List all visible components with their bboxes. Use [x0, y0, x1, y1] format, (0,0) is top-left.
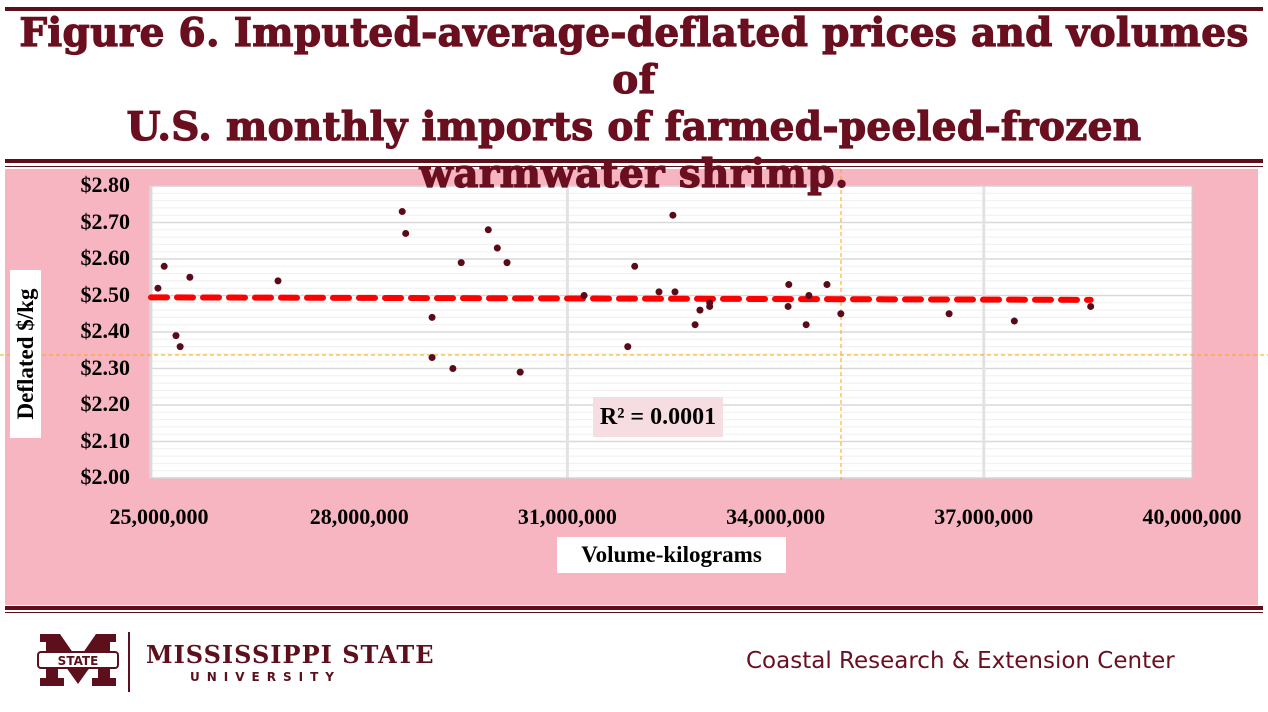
- data-point: [186, 273, 194, 281]
- data-point: [449, 365, 457, 372]
- data-point: [428, 354, 436, 362]
- data-point: [493, 244, 501, 252]
- y-tick-label: $2.00: [80, 464, 131, 489]
- data-point: [785, 281, 793, 289]
- data-point: [274, 277, 282, 285]
- data-point: [823, 281, 831, 289]
- data-point: [428, 313, 436, 321]
- x-tick-label: 34,000,000: [726, 504, 826, 529]
- title-rule: [5, 159, 1263, 163]
- data-point: [802, 321, 810, 329]
- data-point: [154, 284, 162, 292]
- data-point: [631, 262, 639, 270]
- data-point: [784, 302, 792, 310]
- data-point: [172, 332, 180, 340]
- data-point: [516, 368, 524, 376]
- data-point: [1087, 302, 1095, 310]
- footer-rule: [5, 606, 1263, 610]
- top-rule: [5, 7, 1263, 11]
- data-point: [484, 226, 492, 234]
- data-point: [669, 211, 677, 219]
- x-tick-label: 25,000,000: [109, 504, 209, 529]
- chart-title: Figure 6. Imputed-average-deflated price…: [0, 9, 1268, 198]
- plot-border: [150, 185, 1193, 479]
- university-name: MISSISSIPPI STATE: [146, 640, 435, 669]
- y-tick-label: $2.10: [80, 427, 131, 453]
- data-point: [655, 288, 663, 296]
- y-tick-label: $2.80: [80, 172, 131, 197]
- y-tick-label: $2.40: [80, 318, 131, 343]
- scatter-chart: [0, 169, 1268, 480]
- x-tick-label: 37,000,000: [934, 504, 1034, 529]
- data-point: [580, 292, 588, 299]
- data-point: [176, 343, 184, 351]
- footer-rule-thin: [5, 612, 1263, 613]
- title-line-2: U.S. monthly imports of farmed-peeled-fr…: [126, 103, 1142, 150]
- x-axis-label: Volume-kilograms: [557, 537, 786, 573]
- logo-text: STATE: [58, 654, 99, 668]
- university-subtitle: UNIVERSITY: [190, 670, 341, 684]
- data-point: [398, 208, 406, 216]
- data-point: [503, 259, 511, 267]
- footer-divider: [128, 632, 130, 692]
- data-point: [402, 229, 410, 237]
- y-tick-label: $2.70: [80, 208, 131, 234]
- data-point: [696, 306, 704, 314]
- y-tick-label: $2.60: [80, 245, 131, 270]
- y-axis-label: Deflated $/kg: [12, 288, 38, 420]
- y-tick-label: $2.20: [80, 391, 131, 416]
- y-axis-label-box: Deflated $/kg: [10, 270, 41, 438]
- title-line-1: Figure 6. Imputed-average-deflated price…: [19, 9, 1249, 103]
- data-point: [945, 310, 953, 318]
- title-rule-thin: [5, 166, 1263, 167]
- data-point: [624, 343, 632, 351]
- center-name: Coastal Research & Extension Center: [746, 648, 1175, 674]
- data-point: [691, 321, 699, 329]
- y-tick-label: $2.50: [80, 281, 131, 307]
- x-tick-label: 31,000,000: [517, 504, 617, 529]
- data-point: [837, 310, 845, 318]
- data-point: [160, 262, 168, 270]
- msu-logo-icon: STATE: [37, 634, 119, 686]
- title-line-3: warmwater shrimp.: [419, 150, 849, 197]
- r-squared-label: R² = 0.0001: [593, 397, 723, 437]
- trendline: [148, 294, 1094, 303]
- y-tick-label: $2.30: [80, 354, 131, 380]
- data-point: [457, 259, 465, 267]
- data-point: [706, 299, 714, 307]
- data-point: [671, 288, 679, 296]
- data-point: [805, 292, 813, 299]
- x-tick-label: 40,000,000: [1142, 504, 1242, 529]
- data-point: [1010, 317, 1018, 325]
- x-tick-label: 28,000,000: [309, 504, 409, 529]
